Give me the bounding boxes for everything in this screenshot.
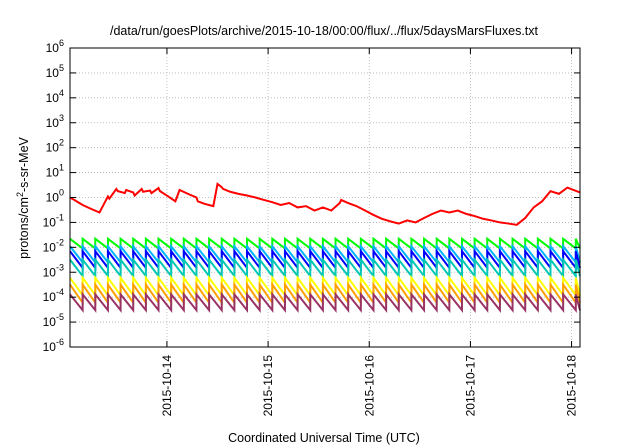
series-line [69, 182, 581, 226]
y-tick-label: 102 [46, 138, 64, 155]
y-tick-label: 100 [46, 188, 64, 205]
y-tick-label: 10-4 [43, 287, 64, 304]
x-tick-label: 2015-10-15 [261, 355, 275, 417]
series-line [69, 236, 581, 251]
series-layer [69, 182, 581, 314]
y-tick-label: 10-1 [43, 212, 64, 229]
y-axis-title: protons/cm2-s-sr-MeV [15, 136, 31, 258]
y-tick-label: 10-2 [43, 237, 64, 254]
chart-title: /data/run/goesPlots/archive/2015-10-18/0… [110, 24, 539, 38]
tick-layer: 10-6 10-5 10-4 10-3 10-2 10-1 100 101 102 103 104 1… [43, 38, 580, 416]
y-tick-label: 104 [46, 88, 64, 105]
x-axis-label: Coordinated Universal Time (UTC) [228, 431, 420, 445]
y-tick-label: 105 [46, 63, 64, 80]
y-tick-label: 10-6 [43, 337, 64, 354]
series-line [69, 256, 581, 280]
y-tick-label: 103 [46, 113, 64, 130]
x-tick-label: 2015-10-17 [463, 355, 477, 417]
y-tick-label: 10-3 [43, 262, 64, 279]
y-tick-label: 10-5 [43, 312, 64, 329]
x-tick-label: 2015-10-14 [160, 355, 174, 417]
x-tick-label: 2015-10-16 [362, 355, 376, 417]
y-tick-label: 101 [46, 163, 64, 180]
y-axis-label: protons/cm2-s-sr-MeV [15, 136, 31, 258]
series-line [69, 291, 581, 314]
y-tick-label: 106 [46, 38, 64, 55]
x-tick-label: 2015-10-18 [565, 355, 579, 417]
